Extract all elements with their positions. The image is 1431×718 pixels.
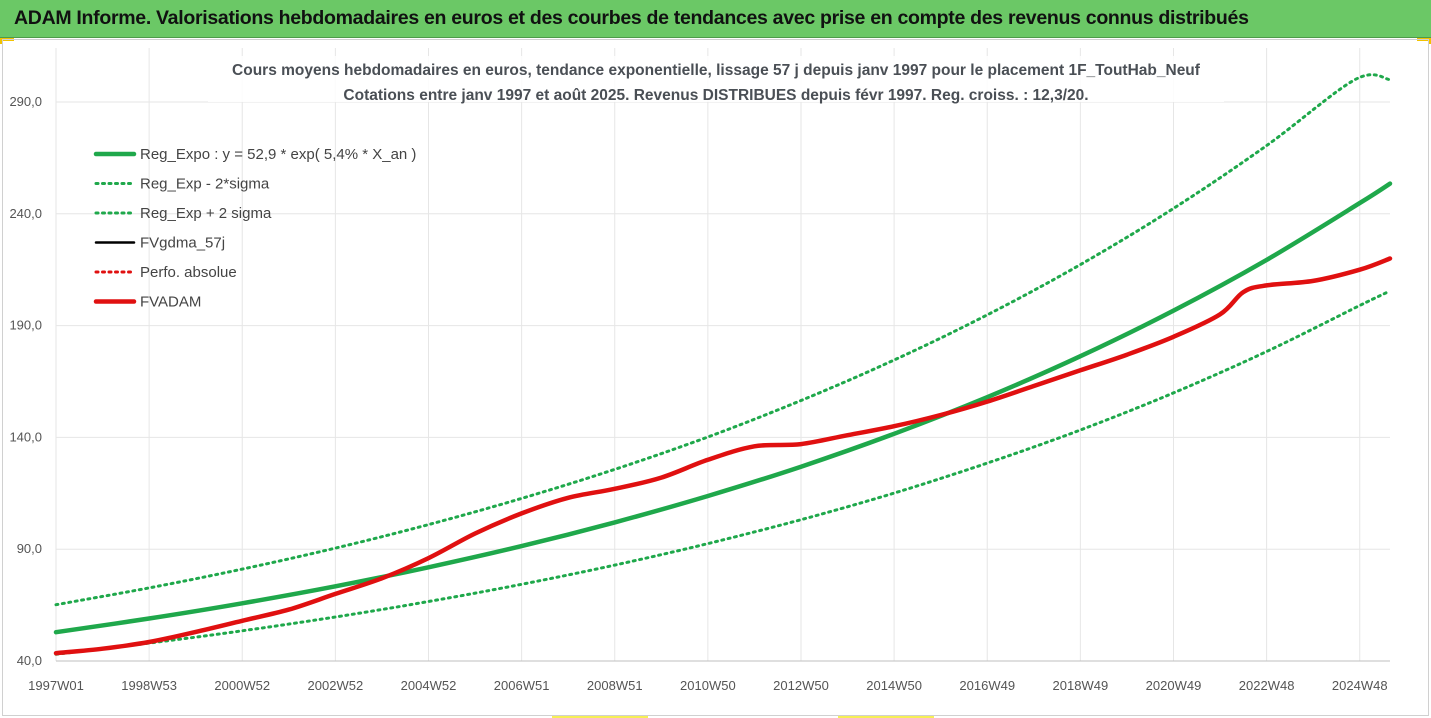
y-tick-label: 190,0 <box>9 318 42 333</box>
x-tick-label: 2004W52 <box>401 678 457 693</box>
legend-label: Reg_Exp + 2 sigma <box>140 205 272 222</box>
corner-marker-bottom-b <box>838 715 934 718</box>
x-tick-label: 2002W52 <box>308 678 364 693</box>
legend-label: Perfo. absolue <box>140 264 237 281</box>
legend-label: FVADAM <box>140 294 201 311</box>
legend-label: Reg_Expo : y = 52,9 * exp( 5,4% * X_an ) <box>140 146 416 163</box>
report-banner: ADAM Informe. Valorisations hebdomadaire… <box>0 0 1431 38</box>
series-lines <box>53 73 1393 656</box>
legend-label: FVgdma_57j <box>140 235 225 252</box>
legend-label: Reg_Exp - 2*sigma <box>140 176 270 193</box>
chart-title-line2: Cotations entre janv 1997 et août 2025. … <box>343 87 1088 104</box>
series-line-5 <box>53 256 1393 656</box>
y-axis-ticks: 40,0 90,0 140,0 190,0 240,0 290,0 <box>9 94 42 668</box>
x-tick-label: 2022W48 <box>1239 678 1295 693</box>
x-tick-label: 2012W50 <box>773 678 829 693</box>
x-axis-ticks: 1997W01 1998W53 2000W52 2002W52 2004W52 2006W… <box>28 678 1387 693</box>
y-tick-label: 240,0 <box>9 206 42 221</box>
y-tick-label: 40,0 <box>17 653 42 668</box>
series-line-2 <box>54 73 1392 607</box>
y-tick-label: 140,0 <box>9 429 42 444</box>
x-tick-label: 1998W53 <box>121 678 177 693</box>
legend: Reg_Expo : y = 52,9 * exp( 5,4% * X_an )… <box>93 146 416 311</box>
title-backdrop <box>208 56 1224 102</box>
series-line-1 <box>54 289 1392 656</box>
y-tick-label: 290,0 <box>9 94 42 109</box>
series-line-0 <box>53 181 1393 635</box>
x-tick-label: 1997W01 <box>28 678 84 693</box>
x-tick-label: 2024W48 <box>1332 678 1388 693</box>
corner-marker-top-right-v <box>1428 38 1431 44</box>
x-tick-label: 2016W49 <box>959 678 1015 693</box>
x-tick-label: 2014W50 <box>866 678 922 693</box>
y-tick-label: 90,0 <box>17 541 42 556</box>
chart-frame <box>2 39 1429 716</box>
x-tick-label: 2008W51 <box>587 678 643 693</box>
chart-title-line1: Cours moyens hebdomadaires en euros, ten… <box>232 62 1201 79</box>
corner-marker-top-left-v <box>0 38 3 44</box>
corner-marker-bottom-a <box>552 715 648 718</box>
grid-lines <box>55 48 1390 662</box>
x-tick-label: 2018W49 <box>1053 678 1109 693</box>
x-tick-label: 2000W52 <box>214 678 270 693</box>
x-tick-label: 2006W51 <box>494 678 550 693</box>
banner-title: ADAM Informe. Valorisations hebdomadaire… <box>14 7 1249 29</box>
x-tick-label: 2020W49 <box>1146 678 1202 693</box>
x-tick-label: 2010W50 <box>680 678 736 693</box>
